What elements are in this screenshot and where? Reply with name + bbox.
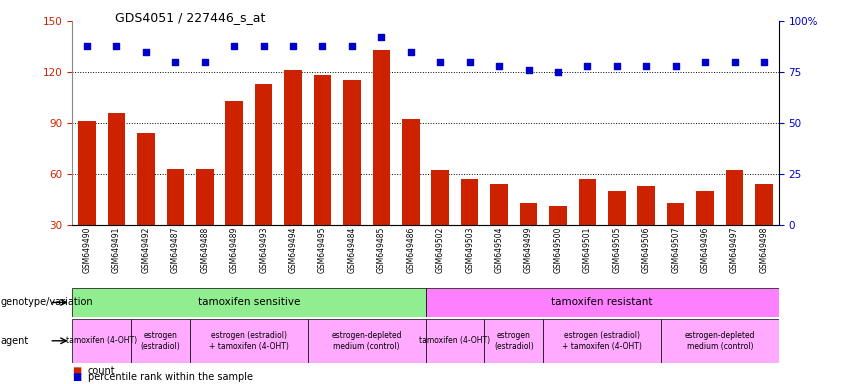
Text: agent: agent bbox=[1, 336, 29, 346]
Text: tamoxifen sensitive: tamoxifen sensitive bbox=[197, 297, 300, 308]
Bar bbox=[72, 288, 426, 317]
Text: GSM649489: GSM649489 bbox=[230, 227, 238, 273]
Text: estrogen-depleted
medium (control): estrogen-depleted medium (control) bbox=[684, 331, 755, 351]
Bar bbox=[667, 203, 684, 276]
Bar bbox=[490, 184, 508, 276]
Point bbox=[346, 43, 359, 49]
Bar bbox=[284, 70, 302, 276]
Bar bbox=[484, 319, 543, 363]
Point bbox=[492, 63, 505, 69]
Bar bbox=[579, 179, 597, 276]
Text: ■: ■ bbox=[72, 372, 82, 382]
Point bbox=[80, 43, 94, 49]
Bar bbox=[637, 185, 655, 276]
Text: tamoxifen (4-OHT): tamoxifen (4-OHT) bbox=[66, 336, 137, 345]
Bar bbox=[226, 101, 243, 276]
Text: estrogen (estradiol)
+ tamoxifen (4-OHT): estrogen (estradiol) + tamoxifen (4-OHT) bbox=[563, 331, 642, 351]
Point bbox=[139, 49, 152, 55]
Text: tamoxifen (4-OHT): tamoxifen (4-OHT) bbox=[420, 336, 490, 345]
Text: GSM649486: GSM649486 bbox=[406, 227, 415, 273]
Point bbox=[699, 59, 712, 65]
Text: GSM649484: GSM649484 bbox=[347, 227, 357, 273]
Bar bbox=[190, 319, 308, 363]
Text: GSM649507: GSM649507 bbox=[671, 227, 680, 273]
Text: percentile rank within the sample: percentile rank within the sample bbox=[88, 372, 253, 382]
Text: GSM649500: GSM649500 bbox=[553, 227, 563, 273]
Text: GSM649499: GSM649499 bbox=[524, 227, 533, 273]
Point bbox=[168, 59, 182, 65]
Point bbox=[757, 59, 771, 65]
Point bbox=[639, 63, 653, 69]
Text: estrogen
(estradiol): estrogen (estradiol) bbox=[140, 331, 180, 351]
Text: tamoxifen resistant: tamoxifen resistant bbox=[551, 297, 653, 308]
Point bbox=[316, 43, 329, 49]
Text: estrogen
(estradiol): estrogen (estradiol) bbox=[494, 331, 534, 351]
Bar bbox=[608, 191, 625, 276]
Bar bbox=[696, 191, 714, 276]
Text: GSM649494: GSM649494 bbox=[288, 227, 298, 273]
Text: GSM649502: GSM649502 bbox=[436, 227, 445, 273]
Bar bbox=[543, 319, 661, 363]
Text: GSM649498: GSM649498 bbox=[759, 227, 768, 273]
Point bbox=[728, 59, 741, 65]
Text: GSM649503: GSM649503 bbox=[465, 227, 474, 273]
Text: genotype/variation: genotype/variation bbox=[1, 297, 94, 308]
Point bbox=[580, 63, 594, 69]
Point bbox=[433, 59, 447, 65]
Bar bbox=[107, 113, 125, 276]
Text: GSM649495: GSM649495 bbox=[318, 227, 327, 273]
Bar bbox=[137, 133, 155, 276]
Point bbox=[522, 67, 535, 73]
Bar bbox=[314, 75, 331, 276]
Bar bbox=[402, 119, 420, 276]
Bar bbox=[755, 184, 773, 276]
Bar bbox=[726, 170, 744, 276]
Text: GSM649492: GSM649492 bbox=[141, 227, 151, 273]
Text: GSM649493: GSM649493 bbox=[260, 227, 268, 273]
Point bbox=[551, 69, 565, 75]
Bar bbox=[426, 319, 484, 363]
Bar bbox=[196, 169, 214, 276]
Text: GSM649504: GSM649504 bbox=[494, 227, 504, 273]
Bar bbox=[254, 84, 272, 276]
Bar bbox=[373, 50, 390, 276]
Point bbox=[404, 49, 418, 55]
Bar bbox=[72, 319, 131, 363]
Bar bbox=[78, 121, 96, 276]
Bar bbox=[131, 319, 190, 363]
Text: estrogen (estradiol)
+ tamoxifen (4-OHT): estrogen (estradiol) + tamoxifen (4-OHT) bbox=[209, 331, 288, 351]
Point bbox=[110, 43, 123, 49]
Bar bbox=[549, 206, 567, 276]
Point bbox=[463, 59, 477, 65]
Text: GSM649506: GSM649506 bbox=[642, 227, 651, 273]
Bar bbox=[426, 288, 779, 317]
Point bbox=[227, 43, 241, 49]
Text: GSM649491: GSM649491 bbox=[112, 227, 121, 273]
Point bbox=[669, 63, 683, 69]
Bar bbox=[343, 81, 361, 276]
Text: GSM649485: GSM649485 bbox=[377, 227, 386, 273]
Bar bbox=[520, 203, 537, 276]
Bar bbox=[308, 319, 426, 363]
Text: GSM649487: GSM649487 bbox=[171, 227, 180, 273]
Point bbox=[257, 43, 271, 49]
Text: GSM649497: GSM649497 bbox=[730, 227, 739, 273]
Text: count: count bbox=[88, 366, 115, 376]
Bar bbox=[431, 170, 449, 276]
Text: GSM649496: GSM649496 bbox=[700, 227, 710, 273]
Text: GSM649490: GSM649490 bbox=[83, 227, 92, 273]
Text: ■: ■ bbox=[72, 366, 82, 376]
Text: GSM649505: GSM649505 bbox=[613, 227, 621, 273]
Point bbox=[374, 34, 388, 40]
Point bbox=[198, 59, 212, 65]
Bar bbox=[461, 179, 478, 276]
Text: GSM649501: GSM649501 bbox=[583, 227, 591, 273]
Bar bbox=[661, 319, 779, 363]
Point bbox=[286, 43, 300, 49]
Bar bbox=[167, 169, 184, 276]
Text: GSM649488: GSM649488 bbox=[200, 227, 209, 273]
Text: GDS4051 / 227446_s_at: GDS4051 / 227446_s_at bbox=[115, 12, 266, 25]
Point bbox=[610, 63, 624, 69]
Text: estrogen-depleted
medium (control): estrogen-depleted medium (control) bbox=[331, 331, 402, 351]
